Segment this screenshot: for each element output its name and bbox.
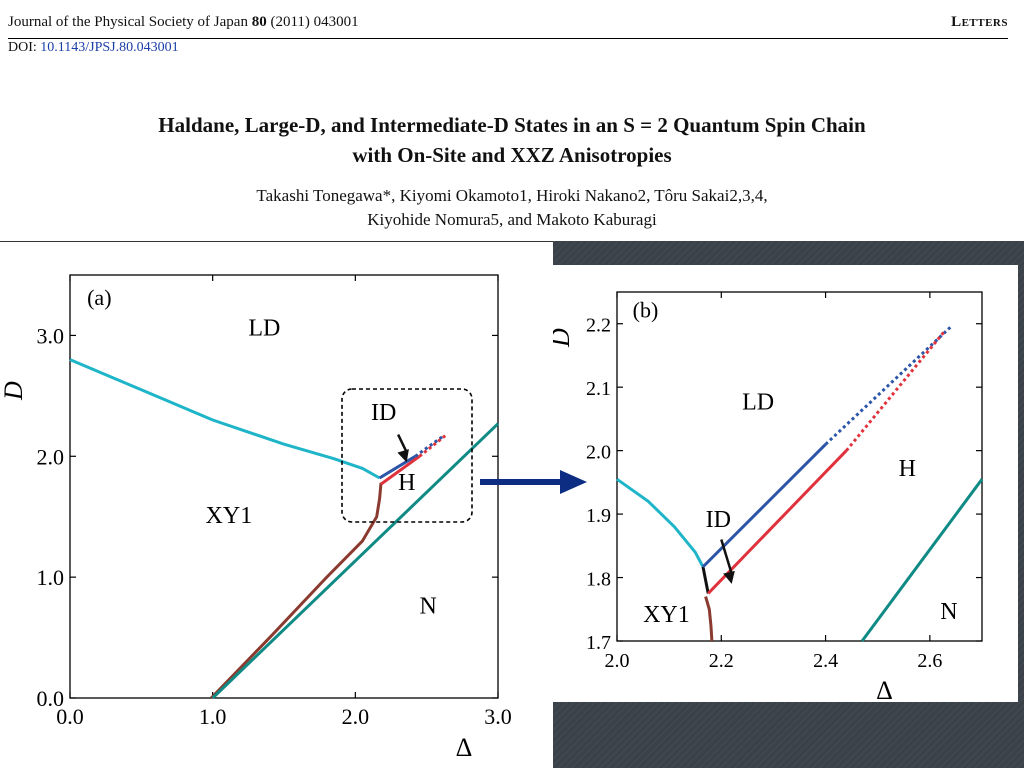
- phase-boundary-blue: [378, 455, 417, 480]
- x-tick-label: 2.0: [605, 650, 630, 672]
- divider: [0, 241, 553, 242]
- phase-boundary-cyan: [616, 477, 705, 568]
- section-label: Letters: [951, 14, 1008, 30]
- region-label-xy1: XY1: [206, 503, 253, 529]
- phase-boundary-brown: [704, 596, 714, 642]
- title-line-2: with On-Site and XXZ Anisotropies: [352, 143, 672, 167]
- y-tick-label: 0.0: [37, 686, 65, 711]
- phase-boundary-brown: [210, 482, 383, 700]
- y-tick-label: 3.0: [37, 323, 65, 348]
- y-tick-label: 2.2: [586, 315, 611, 337]
- phase-diagram-b: 2.0 2.2 2.4 2.6 1.7 1.8 1.9 2.0 2.1 2.2 Δ D (b) LD XY1…: [553, 291, 984, 702]
- phase-boundary-blue: [701, 443, 827, 568]
- id-pointer-shaft: [397, 433, 408, 453]
- id-pointer-arrow-icon: [723, 570, 735, 584]
- region-label-h: H: [398, 470, 415, 496]
- phase-boundary-teal: [860, 478, 984, 642]
- region-label-id: ID: [371, 400, 396, 426]
- panel-label: (a): [87, 285, 111, 310]
- x-tick-label: 0.0: [56, 704, 84, 729]
- phase-boundary-red-dashed: [845, 329, 947, 452]
- y-tick-label: 1.7: [586, 632, 611, 654]
- y-tick-label: 2.1: [586, 378, 611, 400]
- y-tick-label: 2.0: [586, 442, 611, 464]
- phase-boundary-cyan: [69, 358, 381, 480]
- phase-boundary-red: [380, 455, 421, 486]
- x-tick-label: 3.0: [484, 704, 512, 729]
- arrow-head-icon: [560, 470, 587, 494]
- plot-frame: [616, 291, 983, 642]
- region-label-ld: LD: [742, 389, 774, 415]
- y-tick-label: 2.0: [37, 444, 65, 469]
- x-axis-label: Δ: [456, 733, 473, 762]
- phase-diagram-a: 0.0 1.0 2.0 3.0 0.0 1.0 2.0 3.0 Δ D (a) LD XY1 H N ID: [0, 274, 512, 762]
- region-label-n: N: [940, 599, 957, 625]
- author-list: Takashi Tonegawa*, Kiyomi Okamoto1, Hiro…: [0, 184, 1024, 232]
- region-label-h: H: [899, 456, 916, 482]
- zoom-arrow: [480, 470, 587, 494]
- zoom-box: [341, 388, 473, 523]
- x-tick-label: 2.2: [709, 650, 734, 672]
- title-line-1: Haldane, Large-D, and Intermediate-D Sta…: [158, 113, 866, 137]
- x-tick-label: 2.4: [813, 650, 838, 672]
- y-tick-label: 1.9: [586, 505, 611, 527]
- id-pointer-shaft: [720, 539, 733, 575]
- phase-boundary-teal: [211, 422, 500, 700]
- doi-label: DOI:: [8, 40, 41, 55]
- x-tick-label: 2.6: [917, 650, 942, 672]
- authors-line-2: Kiyohide Nomura5, and Makoto Kaburagi: [367, 210, 657, 229]
- panel-label: (b): [633, 297, 659, 322]
- y-axis-label: D: [553, 328, 575, 348]
- y-tick-label: 1.8: [586, 569, 611, 591]
- x-tick-label: 2.0: [342, 704, 370, 729]
- phase-boundary-blue-dashed: [824, 325, 952, 446]
- region-label-ld: LD: [248, 315, 280, 341]
- doi-line: DOI: 10.1143/JPSJ.80.043001: [8, 40, 179, 56]
- y-tick-label: 1.0: [37, 565, 65, 590]
- region-label-xy1: XY1: [643, 602, 690, 628]
- paper-title: Haldane, Large-D, and Intermediate-D Sta…: [0, 110, 1024, 170]
- region-label-n: N: [420, 593, 437, 619]
- phase-boundary-black: [701, 566, 710, 594]
- x-axis-label: Δ: [876, 676, 893, 702]
- plot-frame: [69, 274, 499, 699]
- journal-header: Journal of the Physical Society of Japan…: [8, 14, 1008, 39]
- journal-citation: Journal of the Physical Society of Japan…: [8, 14, 359, 30]
- id-pointer-arrow-icon: [397, 449, 409, 463]
- y-axis-label: D: [0, 381, 28, 401]
- region-label-id: ID: [706, 507, 731, 533]
- doi-link[interactable]: 10.1143/JPSJ.80.043001: [40, 40, 179, 55]
- x-tick-label: 1.0: [199, 704, 227, 729]
- authors-line-1: Takashi Tonegawa*, Kiyomi Okamoto1, Hiro…: [256, 186, 768, 205]
